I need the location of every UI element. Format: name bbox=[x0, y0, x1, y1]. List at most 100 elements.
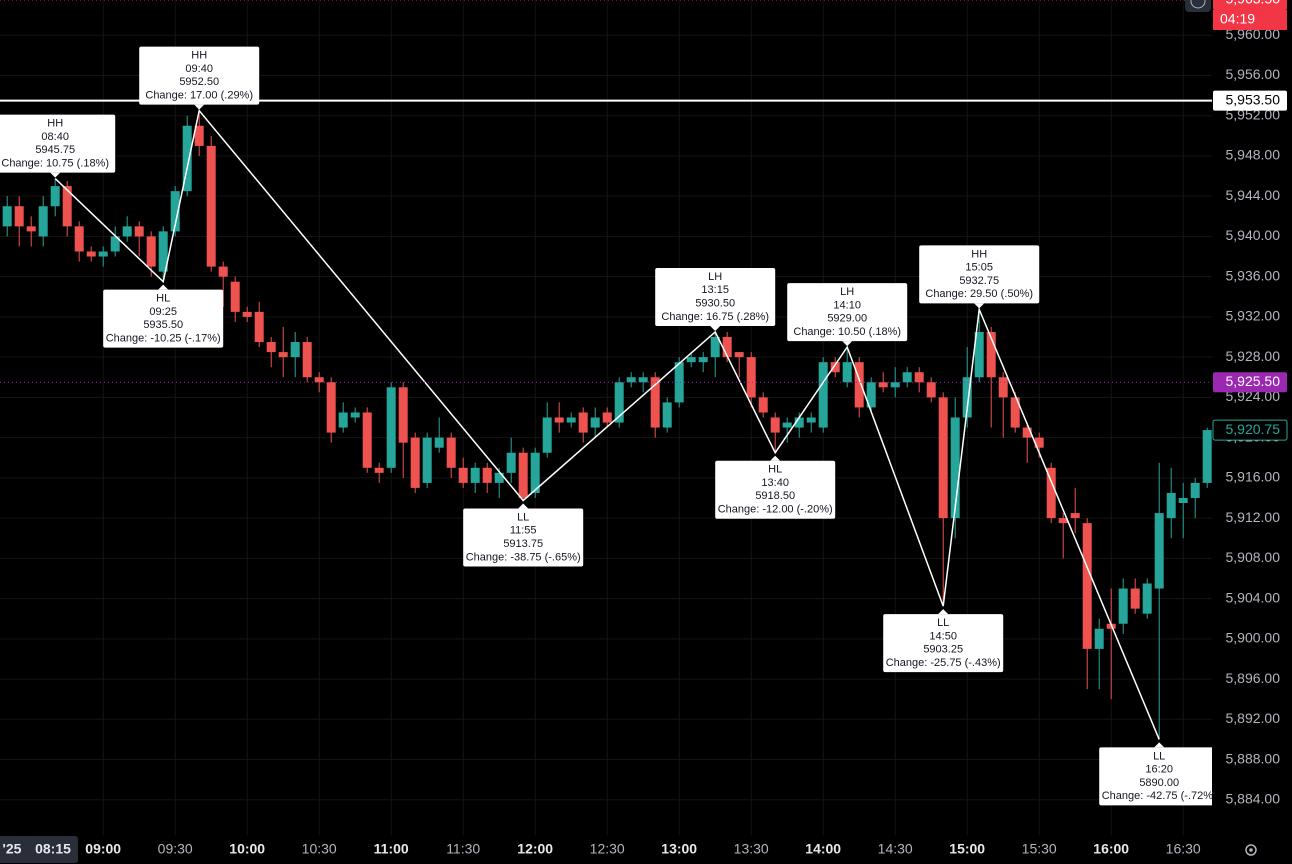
candle-body bbox=[602, 412, 612, 423]
candle-body bbox=[1166, 492, 1176, 519]
pivot-pointer bbox=[974, 303, 985, 309]
candle-body bbox=[86, 251, 96, 257]
y-tick-label: 5,936.00 bbox=[1226, 267, 1281, 283]
candle-body bbox=[770, 417, 780, 433]
pivot-text: Change: -10.25 (-.17%) bbox=[106, 332, 221, 344]
candle-body bbox=[374, 467, 384, 473]
price-badge bbox=[1213, 0, 1287, 10]
y-tick-label: 5,948.00 bbox=[1226, 147, 1281, 163]
pivot-box bbox=[919, 245, 1040, 304]
candle-body bbox=[566, 417, 576, 423]
candle-body bbox=[122, 226, 132, 237]
y-tick-label: 5,940.00 bbox=[1226, 227, 1281, 243]
pivot-box bbox=[1099, 747, 1220, 806]
settings-icon-core bbox=[1249, 848, 1253, 852]
x-tick-label: 12:00 bbox=[517, 841, 553, 857]
candle-body bbox=[1142, 583, 1152, 614]
pivot-pointer bbox=[842, 341, 853, 347]
y-tick-label: 5,888.00 bbox=[1226, 750, 1281, 766]
candle-body bbox=[998, 377, 1008, 398]
candle-body bbox=[350, 412, 360, 418]
pivot-text: HH bbox=[47, 117, 63, 129]
pivot-text: Change: 29.50 (.50%) bbox=[925, 288, 1033, 300]
candle-body bbox=[1190, 482, 1200, 498]
candle-body bbox=[590, 417, 600, 428]
candle-body bbox=[950, 417, 960, 519]
candle-body bbox=[746, 357, 756, 398]
pivot-text: HH bbox=[971, 248, 987, 260]
pivot-text: 5945.75 bbox=[35, 144, 75, 156]
candle-body bbox=[914, 372, 924, 383]
add-icon bbox=[1190, 0, 1206, 9]
price-badge bbox=[1213, 372, 1287, 393]
candle-body bbox=[158, 231, 168, 272]
pivot-text: HH bbox=[191, 50, 207, 62]
candle-body bbox=[902, 372, 912, 383]
candle-body bbox=[290, 342, 300, 358]
candle-body bbox=[494, 472, 504, 483]
candle-body bbox=[230, 281, 240, 312]
zigzag-line bbox=[54, 108, 1160, 740]
pivot-text: 09:25 bbox=[149, 306, 177, 318]
candle-body bbox=[146, 236, 156, 267]
pivot-box bbox=[103, 289, 224, 348]
candle-body bbox=[626, 377, 636, 383]
pivot-text: LL bbox=[517, 511, 529, 523]
y-tick-label: 5,896.00 bbox=[1226, 670, 1281, 686]
candle-body bbox=[422, 437, 432, 483]
pivot-text: Change: 10.50 (.18%) bbox=[793, 326, 901, 338]
candle-body bbox=[434, 437, 444, 448]
candle-body bbox=[1082, 523, 1092, 649]
candle-body bbox=[1034, 437, 1044, 448]
candle-body bbox=[734, 352, 744, 358]
y-tick-label: 5,944.00 bbox=[1226, 187, 1281, 203]
price-badge-text: 5,963.50 bbox=[1226, 0, 1281, 7]
candle-body bbox=[854, 362, 864, 408]
x-tick-label: 13:00 bbox=[661, 841, 697, 857]
candle-body bbox=[218, 266, 228, 277]
candle-body bbox=[650, 377, 660, 428]
candle-body bbox=[554, 417, 564, 423]
pivot-box bbox=[0, 114, 116, 173]
pivot-text: 5929.00 bbox=[827, 313, 867, 325]
pivot-text: Change: 17.00 (.29%) bbox=[145, 89, 253, 101]
candle-body bbox=[326, 382, 336, 433]
pivot-box bbox=[463, 508, 584, 567]
x-tick-label: 15:30 bbox=[1022, 841, 1057, 857]
y-tick-label: 5,912.00 bbox=[1226, 509, 1281, 525]
candle-body bbox=[926, 382, 936, 398]
candle-body bbox=[362, 412, 372, 468]
candle-body bbox=[530, 452, 540, 493]
candle-body bbox=[842, 362, 852, 383]
pivot-text: 5913.75 bbox=[503, 538, 543, 550]
candle-body bbox=[338, 412, 348, 428]
candle-body bbox=[26, 226, 36, 232]
candle-body bbox=[1070, 513, 1080, 519]
x-tick-label: 10:00 bbox=[229, 841, 265, 857]
x-tick-label: 12:30 bbox=[590, 841, 625, 857]
candle-body bbox=[98, 251, 108, 257]
pivot-text: LL bbox=[1153, 750, 1165, 762]
price-badge-text: 5,925.50 bbox=[1226, 373, 1281, 389]
candle-body bbox=[470, 467, 480, 483]
candle-body bbox=[794, 417, 804, 428]
price-badge-text: 5,920.75 bbox=[1226, 421, 1281, 437]
candle-body bbox=[206, 145, 216, 267]
price-badge bbox=[1213, 90, 1287, 111]
add-button[interactable] bbox=[1185, 0, 1211, 12]
pivot-text: 5932.75 bbox=[959, 275, 999, 287]
settings-button[interactable] bbox=[1245, 844, 1257, 856]
candle-body bbox=[302, 342, 312, 378]
pivot-text: 5918.50 bbox=[755, 490, 795, 502]
candle-body bbox=[698, 357, 708, 363]
pivot-text: 15:05 bbox=[965, 262, 993, 274]
candle-body bbox=[458, 467, 468, 483]
candle-body bbox=[314, 377, 324, 383]
pivot-text: 14:10 bbox=[833, 299, 861, 311]
pivot-text: 13:15 bbox=[701, 284, 729, 296]
candle-body bbox=[38, 206, 48, 237]
